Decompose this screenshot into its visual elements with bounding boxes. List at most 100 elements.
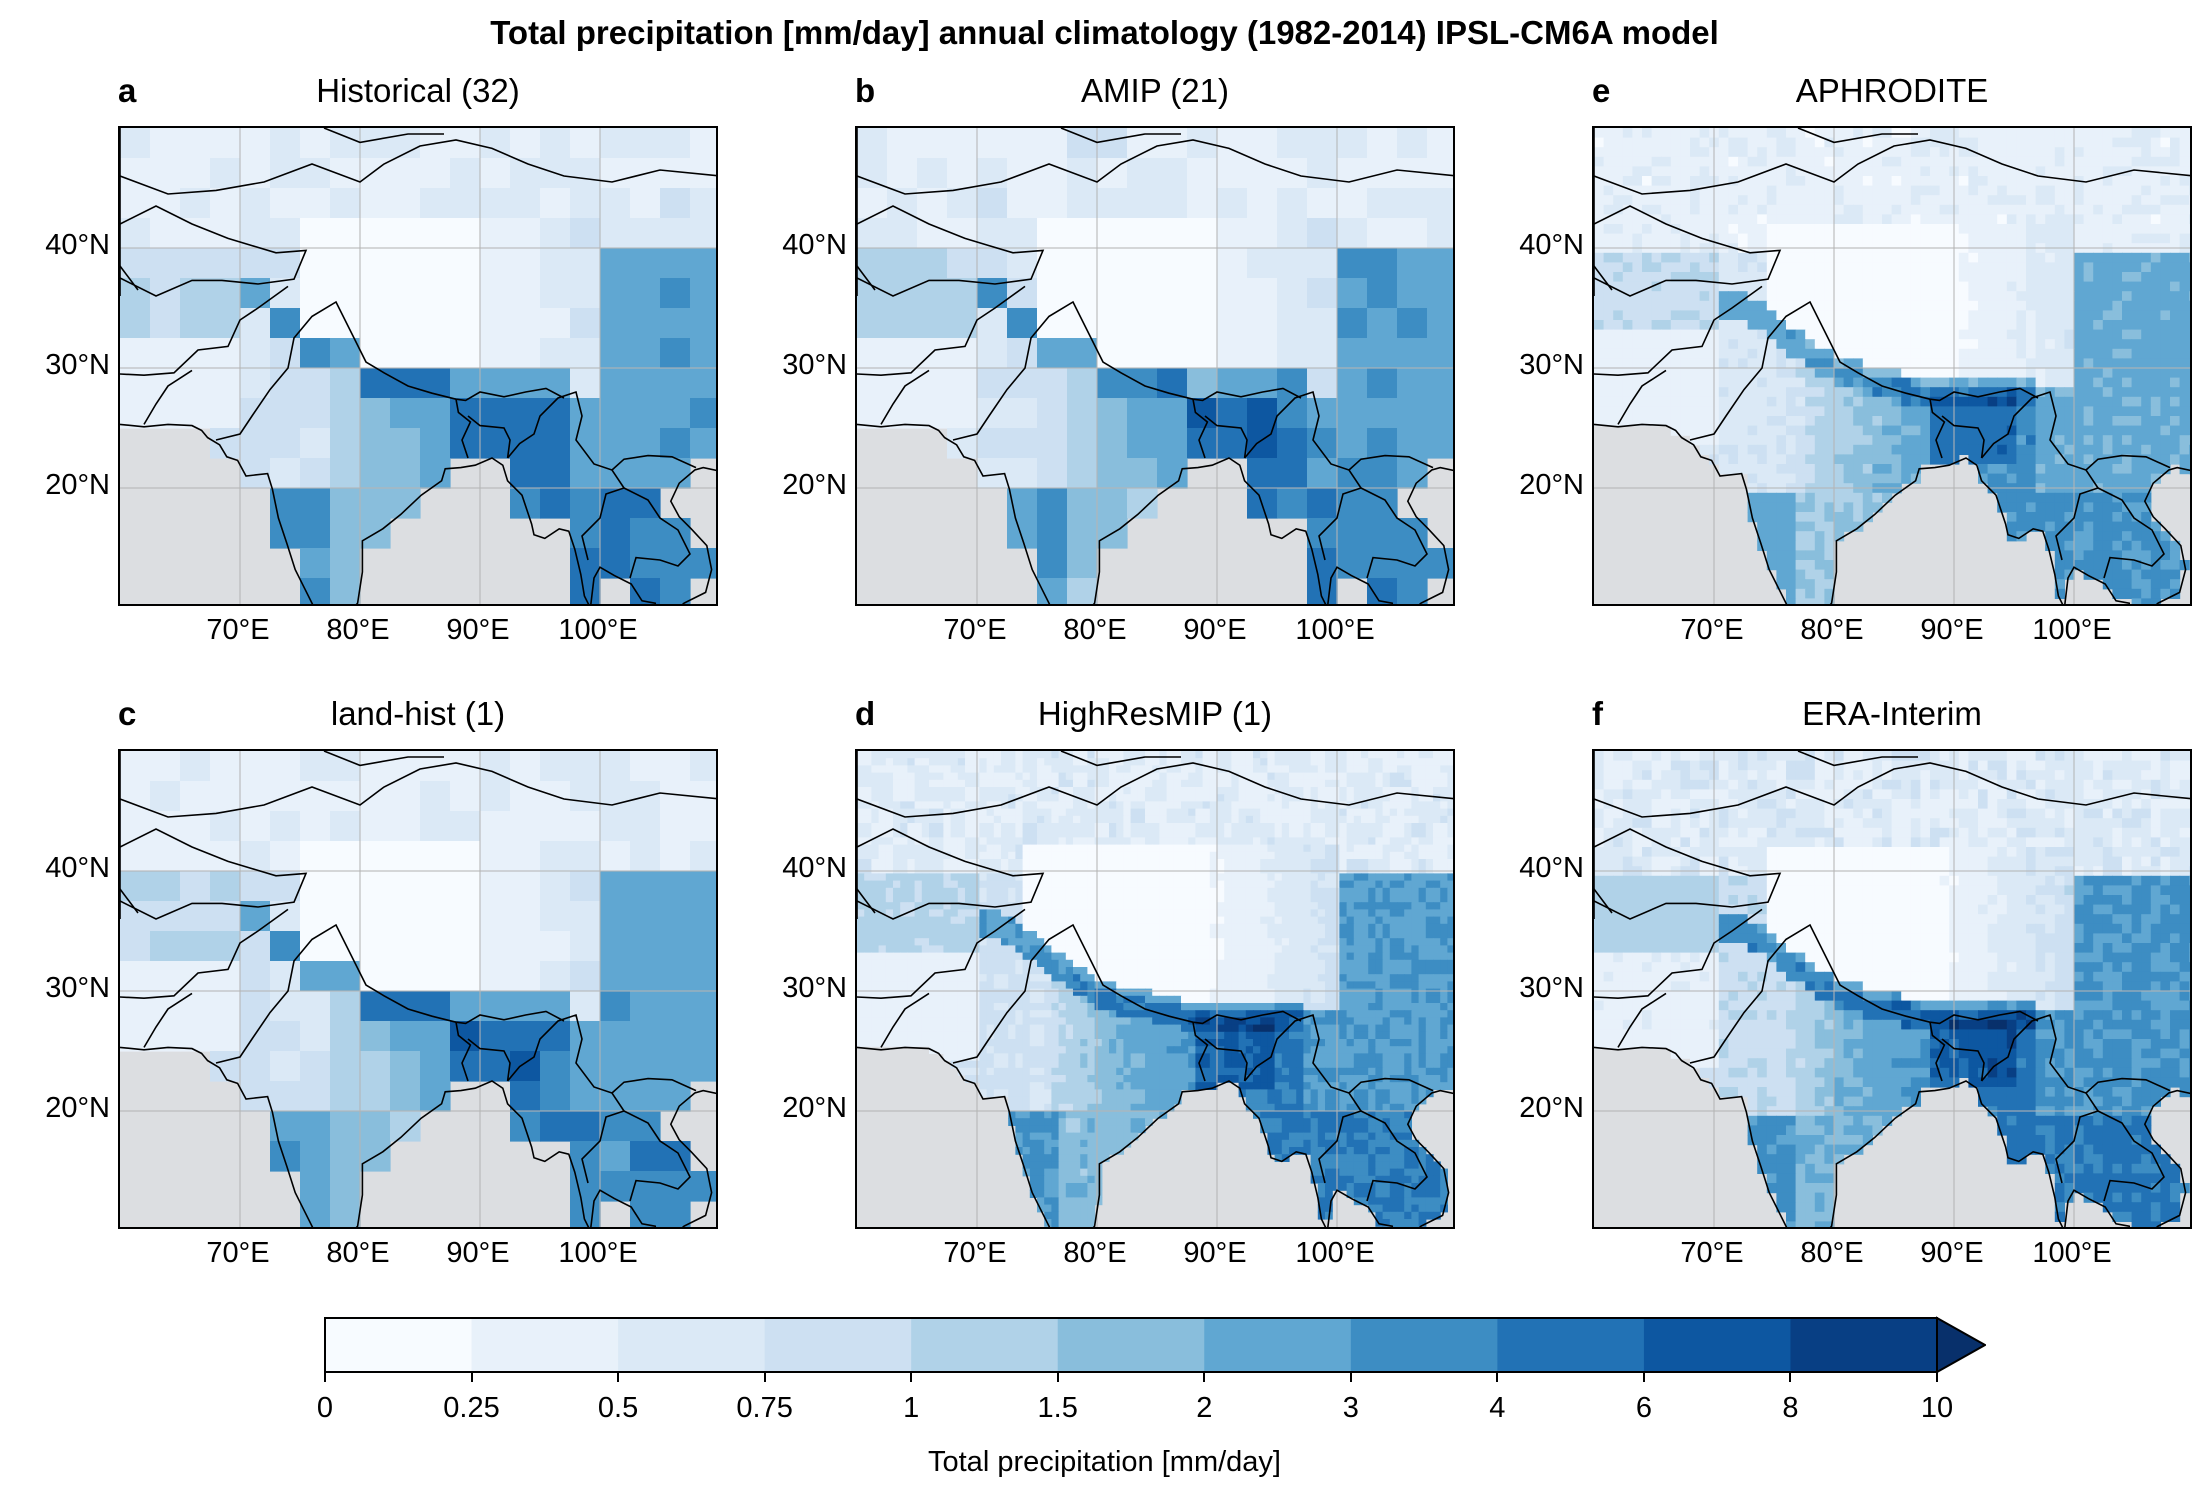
precip-cell xyxy=(1814,540,1825,551)
precip-cell xyxy=(1051,772,1060,781)
precip-cell xyxy=(1101,751,1110,759)
precip-cell xyxy=(630,931,661,962)
precip-cell xyxy=(1195,873,1204,882)
precip-cell xyxy=(1603,137,1614,148)
precip-cell xyxy=(1718,233,1729,244)
precip-cell xyxy=(420,1021,451,1052)
precip-cell xyxy=(1747,329,1758,340)
precip-cell xyxy=(1058,815,1067,824)
precip-cell xyxy=(977,338,1008,369)
precip-cell xyxy=(630,458,661,489)
precip-cell xyxy=(1978,204,1989,215)
precip-cell xyxy=(330,398,361,429)
precip-cell xyxy=(360,188,391,219)
precip-cell xyxy=(1097,458,1128,489)
precip-cell xyxy=(1195,787,1204,795)
precip-cell xyxy=(420,871,451,902)
precip-cell xyxy=(1067,458,1098,489)
precip-cell xyxy=(1029,866,1038,874)
precip-cell xyxy=(1766,281,1777,292)
precip-cell xyxy=(1274,801,1283,810)
precip-cell xyxy=(1166,823,1175,831)
precip-cell xyxy=(1622,233,1633,244)
precip-cell xyxy=(2141,473,2152,484)
precip-cell xyxy=(360,128,391,159)
precip-cell xyxy=(2112,387,2123,398)
precip-cell xyxy=(2093,195,2104,206)
precip-cell xyxy=(2016,156,2027,167)
precip-cell xyxy=(943,758,952,766)
precip-cell xyxy=(1375,830,1384,838)
precip-cell xyxy=(2054,358,2065,369)
precip-cell xyxy=(510,811,541,842)
precip-cell xyxy=(1978,464,1989,475)
precip-cell xyxy=(510,308,541,339)
precip-cell xyxy=(1987,368,1998,379)
precip-cell xyxy=(1939,176,1950,187)
precip-cell xyxy=(2016,406,2027,417)
precip-cell xyxy=(300,781,331,812)
precip-cell xyxy=(1939,262,1950,273)
precip-cell xyxy=(2112,588,2123,599)
precip-cell xyxy=(1776,560,1787,571)
precip-cell xyxy=(480,1051,511,1082)
precip-cell xyxy=(1987,358,1998,369)
precip-cell xyxy=(1337,458,1368,489)
precip-cell xyxy=(1699,377,1710,388)
precip-cell xyxy=(1853,252,1864,263)
precip-cell xyxy=(2074,166,2085,177)
precip-cell xyxy=(1346,758,1355,766)
precip-cell xyxy=(1127,308,1158,339)
precip-cell xyxy=(2150,473,2161,484)
precip-cell xyxy=(1958,320,1969,331)
precip-cell xyxy=(1029,801,1038,810)
precip-cell xyxy=(1814,176,1825,187)
precip-cell xyxy=(1209,779,1218,788)
precip-cell xyxy=(1310,758,1319,766)
precip-cell xyxy=(2006,224,2017,235)
precip-cell xyxy=(1882,262,1893,273)
precip-cell xyxy=(950,844,959,853)
precip-cell xyxy=(1188,866,1196,874)
precip-cell xyxy=(360,218,391,249)
precip-cell xyxy=(1022,830,1031,838)
precip-cell xyxy=(1594,310,1605,321)
country-border xyxy=(1594,285,1763,377)
precip-cell xyxy=(1699,291,1710,302)
precip-cell xyxy=(878,859,887,867)
precip-cell xyxy=(1008,851,1016,860)
precip-cell xyxy=(893,873,901,882)
precip-cell xyxy=(2035,291,2046,302)
precip-cell xyxy=(2170,425,2181,436)
precip-cell xyxy=(2150,348,2161,359)
precip-cell xyxy=(1123,823,1132,831)
precip-cell xyxy=(2150,425,2161,436)
precip-cell xyxy=(965,801,973,810)
precip-cell xyxy=(1814,550,1825,561)
precip-cell xyxy=(510,1081,541,1112)
precip-cell xyxy=(420,811,451,842)
precip-cell xyxy=(1594,358,1605,369)
precip-cell xyxy=(2122,579,2133,590)
precip-cell xyxy=(1776,502,1787,513)
precip-cell xyxy=(921,801,930,810)
precip-cell xyxy=(1433,815,1441,824)
precip-cell xyxy=(864,873,872,882)
precip-cell xyxy=(1728,416,1739,427)
precip-cell xyxy=(540,1021,571,1052)
precip-cell xyxy=(1325,830,1333,838)
precip-cell xyxy=(1670,233,1681,244)
precip-cell xyxy=(1022,808,1031,817)
precip-cell xyxy=(1882,272,1893,283)
precip-cell xyxy=(2122,521,2133,532)
precip-cell xyxy=(1073,779,1081,788)
precip-cell xyxy=(943,830,952,838)
precip-cell xyxy=(1834,368,1845,379)
precip-cell xyxy=(1361,844,1369,853)
precip-cell xyxy=(1281,851,1290,860)
precip-cell xyxy=(1123,808,1132,817)
precip-cell xyxy=(150,781,181,812)
precip-cell xyxy=(1690,147,1701,158)
precip-cell xyxy=(947,158,978,189)
precip-cell xyxy=(660,1021,691,1052)
